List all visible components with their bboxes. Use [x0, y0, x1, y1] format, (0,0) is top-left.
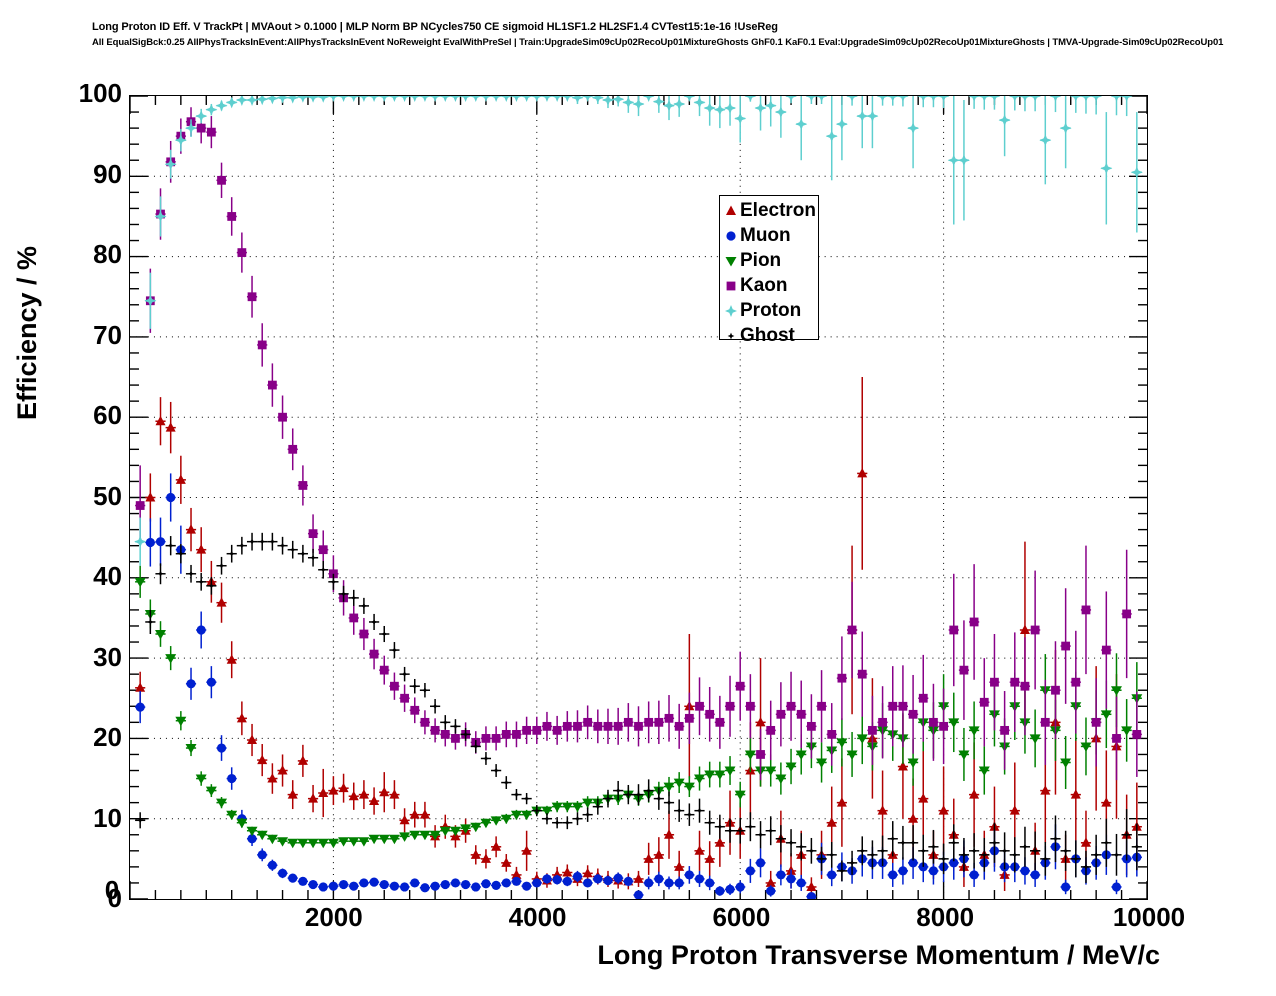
header-line-2: All EqualSigBck:0.25 AllPhysTracksInEven…	[92, 37, 1224, 48]
triangle-up-icon	[723, 203, 739, 219]
x-axis-title: Long Proton Transverse Momentum / MeV/c	[597, 940, 1160, 970]
header-annotations: Long Proton ID Eff. V TrackPt | MVAout >…	[92, 20, 1242, 50]
star-icon	[723, 303, 739, 319]
circle-icon	[723, 228, 739, 244]
y-tick-label: 90	[93, 158, 122, 189]
y-tick-label: 10	[93, 802, 122, 833]
x-tick-label: 2000	[304, 902, 363, 932]
plot-frame: 0 10 20 30 40 50 60 70 80 90 100 2000 4000 6000 8000 10…	[79, 78, 1186, 932]
dot-icon	[723, 328, 739, 344]
legend-item-proton[interactable]: Proton	[723, 298, 818, 323]
legend-item-ghost[interactable]: Ghost	[723, 323, 818, 348]
y-tick-label: 70	[93, 319, 122, 350]
legend-item-electron[interactable]: Electron	[723, 198, 818, 223]
chart-legend[interactable]: Electron Muon Pion Kaon Proton Ghost	[719, 195, 819, 345]
x-tick-label: 8000	[916, 902, 975, 932]
x-tick-label: 6000	[712, 902, 771, 932]
y-tick-label: 40	[93, 561, 122, 591]
legend-label: Pion	[740, 250, 782, 271]
x-tick-label-origin: 0	[104, 875, 120, 905]
legend-label: Proton	[740, 300, 802, 321]
series-muon	[135, 473, 1142, 899]
series-ghost	[135, 532, 1142, 883]
y-tick-label: 100	[78, 78, 122, 108]
y-tick-label: 80	[93, 239, 122, 269]
y-tick-label: 60	[93, 400, 122, 430]
square-icon	[723, 278, 739, 294]
legend-label: Ghost	[740, 325, 795, 346]
series-proton	[134, 96, 1143, 566]
series-electron	[135, 377, 1142, 897]
x-tick-label: 10000	[1112, 902, 1186, 932]
legend-label: Electron	[740, 200, 817, 221]
header-line-1: Long Proton ID Eff. V TrackPt | MVAout >…	[92, 21, 778, 33]
triangle-down-icon	[723, 253, 739, 269]
y-axis-title: Efficiency / %	[12, 245, 42, 420]
legend-item-kaon[interactable]: Kaon	[723, 273, 818, 298]
legend-item-muon[interactable]: Muon	[723, 223, 818, 248]
data-series-layer	[134, 96, 1143, 899]
y-tick-label: 30	[93, 641, 122, 672]
y-tick-label: 50	[93, 480, 122, 511]
series-kaon	[135, 107, 1142, 781]
y-tick-label: 20	[93, 722, 122, 752]
legend-item-pion[interactable]: Pion	[723, 248, 818, 273]
legend-label: Kaon	[740, 275, 788, 296]
legend-label: Muon	[740, 225, 791, 246]
x-tick-label: 4000	[508, 902, 567, 932]
y-tick-label: 0	[107, 883, 122, 913]
